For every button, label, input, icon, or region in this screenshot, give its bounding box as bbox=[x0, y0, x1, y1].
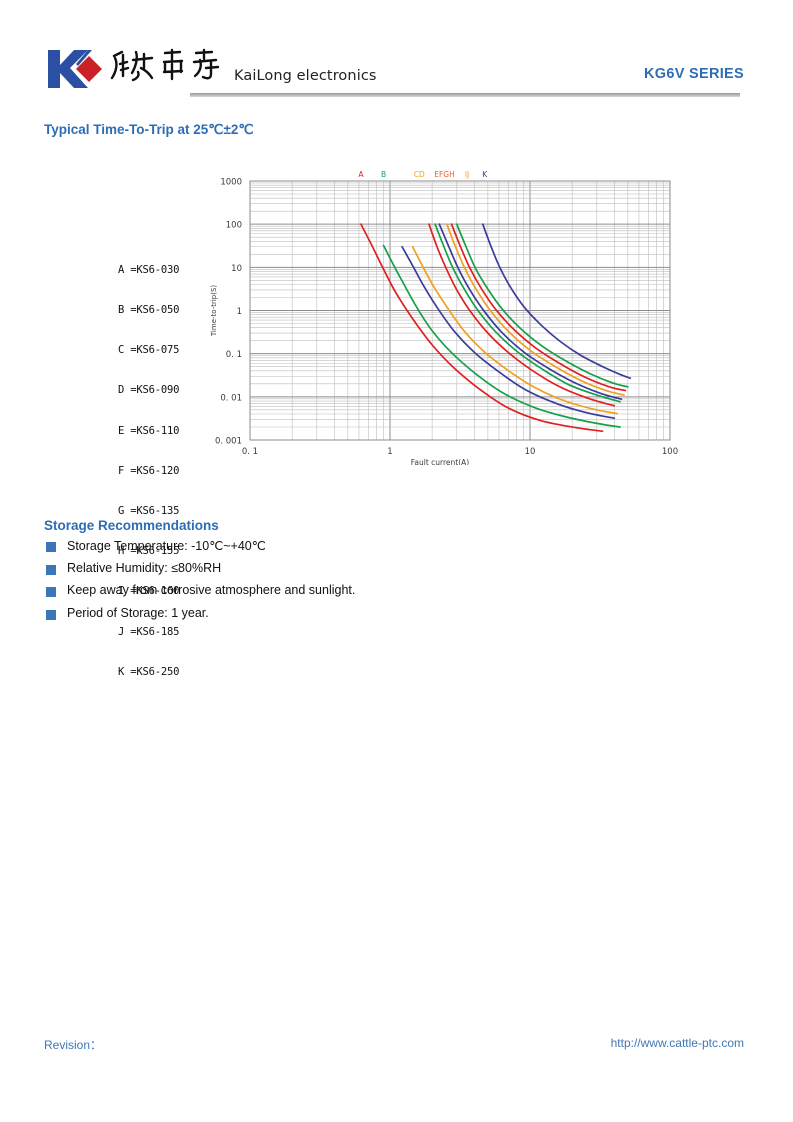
time-to-trip-chart: A =KS6-030 B =KS6-050 C =KS6-075 D =KS6-… bbox=[106, 165, 706, 678]
bullet-square-icon bbox=[46, 542, 56, 552]
curve-f bbox=[434, 223, 621, 403]
y-axis-tick-label: 100 bbox=[226, 221, 242, 231]
bullet-square-icon bbox=[46, 609, 56, 620]
y-axis-tick-label: 10 bbox=[231, 264, 242, 274]
kailong-k-diamond-logo bbox=[44, 48, 106, 90]
x-axis-tick-label: 0. 1 bbox=[242, 447, 258, 457]
chart-legend-k: K bbox=[482, 170, 488, 179]
curve-d bbox=[411, 245, 619, 415]
legend-item: C =KS6-075 bbox=[118, 344, 180, 357]
legend-item: H =KS6-155 bbox=[118, 545, 180, 558]
legend-item: A =KS6-030 bbox=[118, 263, 180, 276]
legend-item: I =KS6-160 bbox=[118, 585, 180, 598]
curve-e bbox=[428, 223, 616, 407]
x-axis-title: Fault current(A) bbox=[411, 458, 469, 465]
curve-g bbox=[438, 223, 623, 401]
chart-legend-ij: IJ bbox=[465, 170, 469, 179]
list-item-text: Storage Temperature: -10℃~+40℃ bbox=[67, 539, 266, 553]
y-axis-tick-label: 0. 01 bbox=[220, 393, 242, 403]
list-item: Relative Humidity: ≤80%RH bbox=[44, 561, 644, 584]
curve-j bbox=[455, 223, 629, 388]
list-item: Keep away from corrosive atmosphere and … bbox=[44, 583, 644, 606]
series-title: KG6V SERIES bbox=[644, 66, 744, 82]
curve-i bbox=[450, 223, 627, 392]
brand-name-english: KaiLong electronics bbox=[234, 68, 377, 84]
storage-recommendations-list: Storage Temperature: -10℃~+40℃ Relative … bbox=[44, 538, 644, 628]
curve-b bbox=[382, 244, 621, 428]
legend-item: J =KS6-185 bbox=[118, 625, 180, 638]
legend-item: B =KS6-050 bbox=[118, 304, 180, 317]
y-axis-title: Time-to-trip(S) bbox=[210, 285, 218, 338]
storage-heading: Storage Recommendations bbox=[44, 518, 219, 533]
time-to-trip-heading: Typical Time-To-Trip at 25℃±2℃ bbox=[44, 122, 254, 137]
list-item: Period of Storage: 1 year. bbox=[44, 606, 644, 629]
bullet-square-icon bbox=[46, 587, 56, 597]
bullet-square-icon bbox=[46, 564, 56, 575]
list-item-text: Relative Humidity: ≤80%RH bbox=[67, 560, 222, 575]
curve-a bbox=[360, 223, 604, 433]
list-item: Storage Temperature: -10℃~+40℃ bbox=[44, 538, 644, 561]
revision-label: Revision： bbox=[44, 1038, 103, 1052]
list-item-text: Period of Storage: 1 year. bbox=[67, 605, 209, 620]
curve-k bbox=[481, 223, 632, 380]
x-axis-tick-label: 10 bbox=[525, 447, 536, 457]
list-item-text: Keep away from corrosive atmosphere and … bbox=[67, 583, 356, 597]
part-number-legend: A =KS6-030 B =KS6-050 C =KS6-075 D =KS6-… bbox=[118, 237, 218, 706]
page-footer: Revision： http://www.cattle-ptc.com bbox=[44, 1036, 744, 1056]
y-axis-tick-label: 1 bbox=[237, 307, 242, 317]
legend-item: D =KS6-090 bbox=[118, 384, 180, 397]
x-axis-tick-label: 1 bbox=[387, 447, 392, 457]
legend-item: K =KS6-250 bbox=[118, 665, 180, 678]
legend-item: E =KS6-110 bbox=[118, 424, 180, 437]
website-url[interactable]: http://www.cattle-ptc.com bbox=[610, 1036, 744, 1050]
y-axis-tick-label: 1000 bbox=[220, 178, 242, 188]
chart-legend-b: B bbox=[381, 170, 386, 179]
y-axis-tick-label: 0. 1 bbox=[226, 350, 242, 360]
header-divider bbox=[190, 93, 740, 97]
legend-item: G =KS6-135 bbox=[118, 505, 180, 518]
x-axis-tick-label: 100 bbox=[662, 447, 678, 457]
curve-h bbox=[446, 223, 625, 396]
y-axis-tick-label: 0. 001 bbox=[215, 437, 242, 447]
chart-legend-cd: CD bbox=[414, 170, 425, 179]
chart-legend-a: A bbox=[358, 170, 364, 179]
page-header: KaiLong electronics KG6V SERIES bbox=[44, 48, 744, 100]
chart-legend-efgh: EFGH bbox=[434, 170, 455, 179]
brand-name-chinese bbox=[108, 46, 230, 90]
curve-c bbox=[401, 245, 616, 420]
legend-item: F =KS6-120 bbox=[118, 464, 180, 477]
